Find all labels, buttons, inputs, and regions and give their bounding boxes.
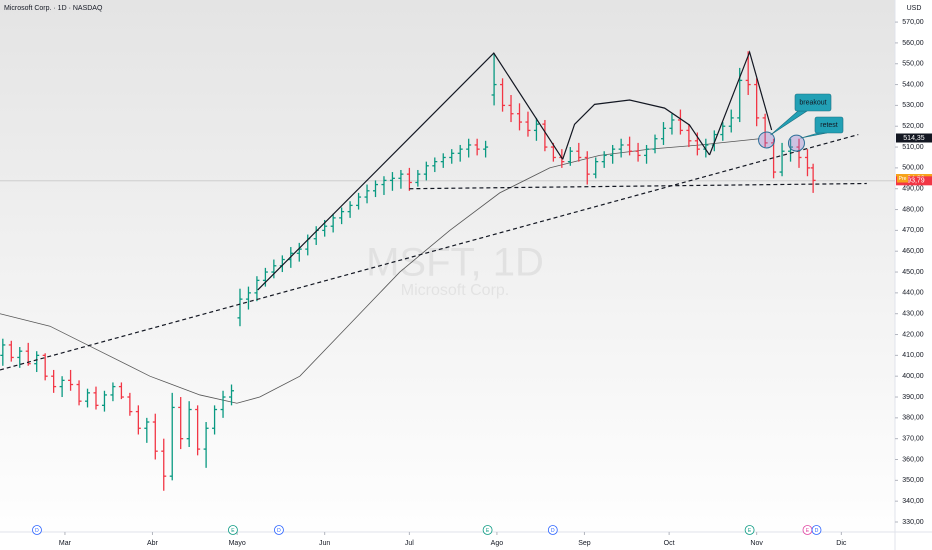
chart-title: Microsoft Corp. · 1D · NASDAQ: [4, 5, 103, 12]
x-tick-label: Sep: [578, 540, 591, 547]
x-tick-label: Abr: [147, 540, 159, 547]
y-tick-label: 340,00: [902, 498, 924, 505]
pre-label-box: [897, 174, 908, 183]
price-label-box: [896, 176, 932, 186]
highlight-circle: [758, 131, 776, 149]
callout-text: breakout: [799, 99, 826, 106]
event-marker: [482, 525, 493, 535]
event-label: E: [748, 528, 752, 534]
y-tick-label: 370,00: [902, 436, 924, 443]
y-tick-label: 360,00: [902, 456, 924, 463]
y-tick-label: 400,00: [902, 373, 924, 380]
y-tick-label: 420,00: [902, 331, 924, 338]
y-tick-label: 380,00: [902, 415, 924, 422]
x-tick-label: Jun: [319, 540, 330, 547]
event-marker: [811, 525, 822, 535]
time-axis: [0, 532, 895, 550]
y-tick-label: 520,00: [902, 123, 924, 130]
trend-drawing: [257, 52, 564, 291]
watermark-subtitle: Microsoft Corp.: [401, 282, 509, 299]
y-tick-label: 530,00: [902, 102, 924, 109]
price-label: 493,79: [903, 178, 925, 185]
y-tick-label: 430,00: [902, 311, 924, 318]
callout-box: [794, 93, 832, 112]
y-tick-label: 560,00: [902, 40, 924, 47]
x-tick-label: Mayo: [229, 540, 246, 547]
x-tick-label: Nov: [750, 540, 763, 547]
trend-drawing: [409, 182, 867, 190]
y-tick-label: 540,00: [902, 81, 924, 88]
y-tick-label: 450,00: [902, 269, 924, 276]
y-tick-label: 470,00: [902, 227, 924, 234]
callout-box: [814, 116, 844, 134]
currency: USD: [907, 5, 922, 12]
y-tick-label: 410,00: [902, 352, 924, 359]
event-marker: [547, 525, 558, 535]
y-tick-label: 350,00: [902, 477, 924, 484]
callout-text: retest: [820, 122, 838, 129]
x-tick-label: Dic: [836, 540, 847, 547]
x-tick-label: Mar: [59, 540, 72, 547]
event-label: E: [806, 528, 810, 534]
event-label: D: [277, 528, 281, 534]
price-axis: [895, 0, 932, 550]
event-label: D: [815, 528, 819, 534]
y-tick-label: 500,00: [902, 165, 924, 172]
trend-drawing: [0, 133, 859, 371]
y-tick-label: 390,00: [902, 394, 924, 401]
y-tick-label: 440,00: [902, 290, 924, 297]
event-label: E: [486, 528, 490, 534]
price-label-box: [896, 133, 932, 143]
y-tick-label: 480,00: [902, 206, 924, 213]
event-marker: [32, 525, 42, 535]
y-tick-label: 550,00: [902, 61, 924, 68]
y-tick-label: 460,00: [902, 248, 924, 255]
x-tick-label: Oct: [664, 540, 675, 547]
event-marker: [228, 525, 238, 535]
price-label: 514,35: [903, 135, 925, 142]
x-tick-label: Jul: [405, 540, 414, 547]
trend-drawing: [708, 50, 773, 156]
event-label: D: [35, 528, 39, 534]
watermark: MSFT, 1D: [366, 241, 544, 285]
event-label: E: [231, 528, 235, 534]
moving-average: [0, 138, 760, 404]
trend-drawing: [562, 99, 711, 160]
y-tick-label: 330,00: [902, 519, 924, 526]
highlight-circle: [787, 134, 805, 152]
y-tick-label: 510,00: [902, 144, 924, 151]
y-tick-label: 490,00: [902, 186, 924, 193]
pre-label: Pre: [899, 176, 907, 182]
x-tick-label: Ago: [491, 540, 504, 547]
event-marker: [274, 525, 284, 535]
y-tick-label: 570,00: [902, 19, 924, 26]
event-label: D: [551, 528, 555, 534]
event-marker: [744, 525, 755, 535]
